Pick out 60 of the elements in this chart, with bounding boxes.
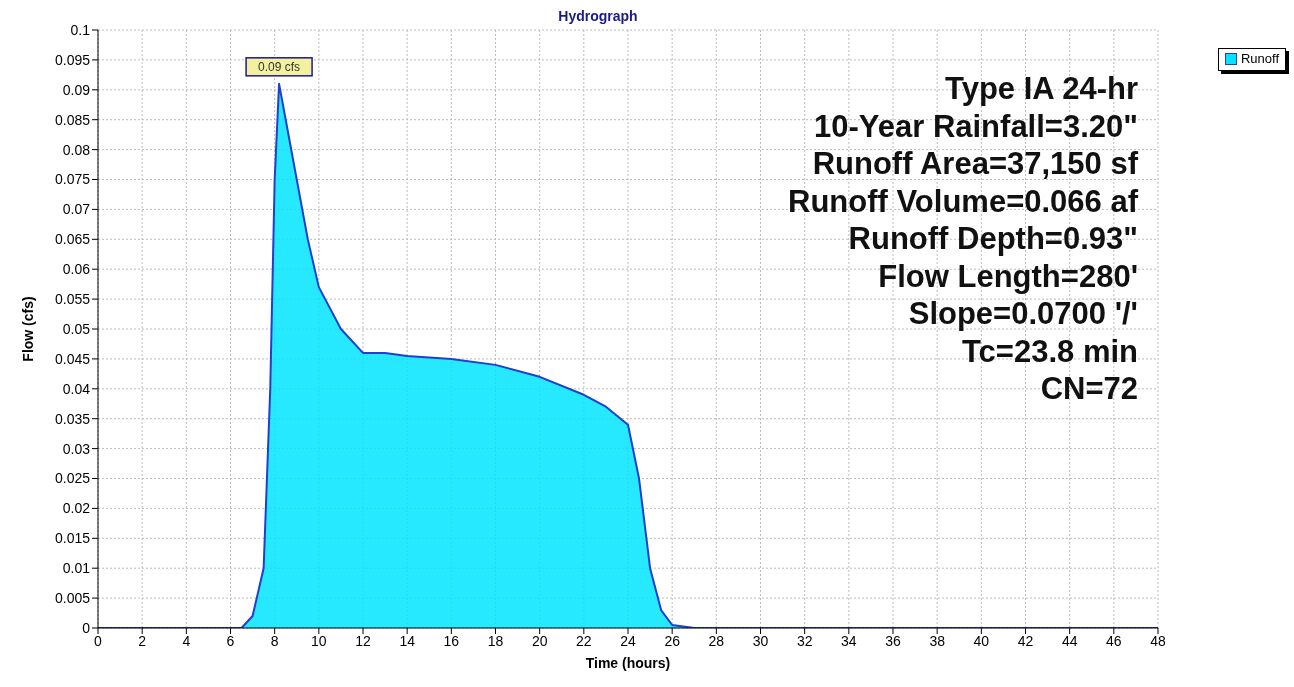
x-tick-label: 12: [355, 632, 371, 649]
y-tick-label: 0.1: [70, 21, 91, 38]
x-tick-label: 44: [1061, 632, 1078, 649]
y-tick-label: 0.035: [54, 410, 91, 427]
x-tick-label: 24: [620, 632, 636, 649]
x-tick-label: 22: [576, 632, 592, 649]
x-tick-label: 18: [487, 632, 504, 649]
y-tick-label: 0.08: [62, 141, 91, 158]
x-tick-label: 48: [1150, 632, 1166, 649]
annotation: Runoff Area=37,150 sf: [811, 145, 1138, 183]
y-tick-label: 0.06: [62, 261, 91, 278]
y-tick-label: 0.055: [54, 291, 91, 308]
x-tick-label: 2: [138, 632, 147, 649]
legend-label: Runoff: [1239, 51, 1279, 66]
y-tick-label: 0.04: [62, 380, 91, 397]
x-tick-label: 20: [531, 632, 548, 649]
x-tick-label: 4: [182, 632, 191, 649]
annotation: CN=72: [1039, 370, 1138, 408]
y-tick-label: 0.075: [54, 171, 91, 188]
x-tick-label: 6: [226, 632, 235, 649]
y-tick-label: 0.025: [54, 470, 91, 487]
annotation: 10-Year Rainfall=3.20": [812, 107, 1138, 145]
annotation: 0.09 cfs: [258, 59, 301, 74]
y-tick-label: 0.015: [54, 530, 91, 547]
y-axis-title: Flow (cfs): [19, 296, 36, 362]
annotation: Type IA 24-hr: [944, 70, 1138, 108]
annotation: Tc=23.8 min: [960, 332, 1138, 370]
x-tick-label: 34: [841, 632, 857, 649]
x-tick-label: 46: [1106, 632, 1122, 649]
x-tick-label: 42: [1017, 632, 1034, 649]
y-tick-label: 0.05: [62, 320, 91, 337]
x-tick-label: 10: [311, 632, 327, 649]
x-tick-label: 16: [443, 632, 460, 649]
x-tick-label: 26: [664, 632, 681, 649]
y-tick-label: 0.005: [54, 590, 91, 607]
y-tick-label: 0.085: [54, 111, 91, 128]
x-tick-label: 36: [885, 632, 901, 649]
x-tick-label: 32: [796, 632, 813, 649]
x-axis-title: Time (hours): [585, 655, 671, 671]
x-tick-label: 38: [929, 632, 946, 649]
chart-title: Hydrograph: [558, 8, 638, 24]
annotation: Slope=0.0700 '/': [907, 295, 1138, 333]
y-tick-label: 0.065: [54, 231, 91, 248]
x-tick-label: 8: [270, 632, 279, 649]
x-tick-label: 28: [708, 632, 725, 649]
y-tick-label: 0.03: [62, 440, 91, 457]
annotation: Runoff Volume=0.066 af: [788, 182, 1138, 220]
x-tick-label: 30: [752, 632, 769, 649]
y-tick-label: 0.095: [54, 51, 91, 68]
y-tick-label: 0: [82, 619, 91, 636]
y-tick-label: 0.045: [54, 350, 91, 367]
annotation: Flow Length=280': [877, 257, 1138, 295]
y-tick-label: 0.01: [62, 560, 91, 577]
y-tick-label: 0.09: [62, 81, 91, 98]
x-tick-label: 0: [94, 632, 103, 649]
y-tick-label: 0.02: [62, 500, 91, 517]
x-tick-label: 40: [973, 632, 990, 649]
x-tick-label: 14: [399, 632, 416, 649]
annotation: Runoff Depth=0.93": [847, 220, 1138, 258]
y-tick-label: 0.07: [62, 201, 91, 218]
